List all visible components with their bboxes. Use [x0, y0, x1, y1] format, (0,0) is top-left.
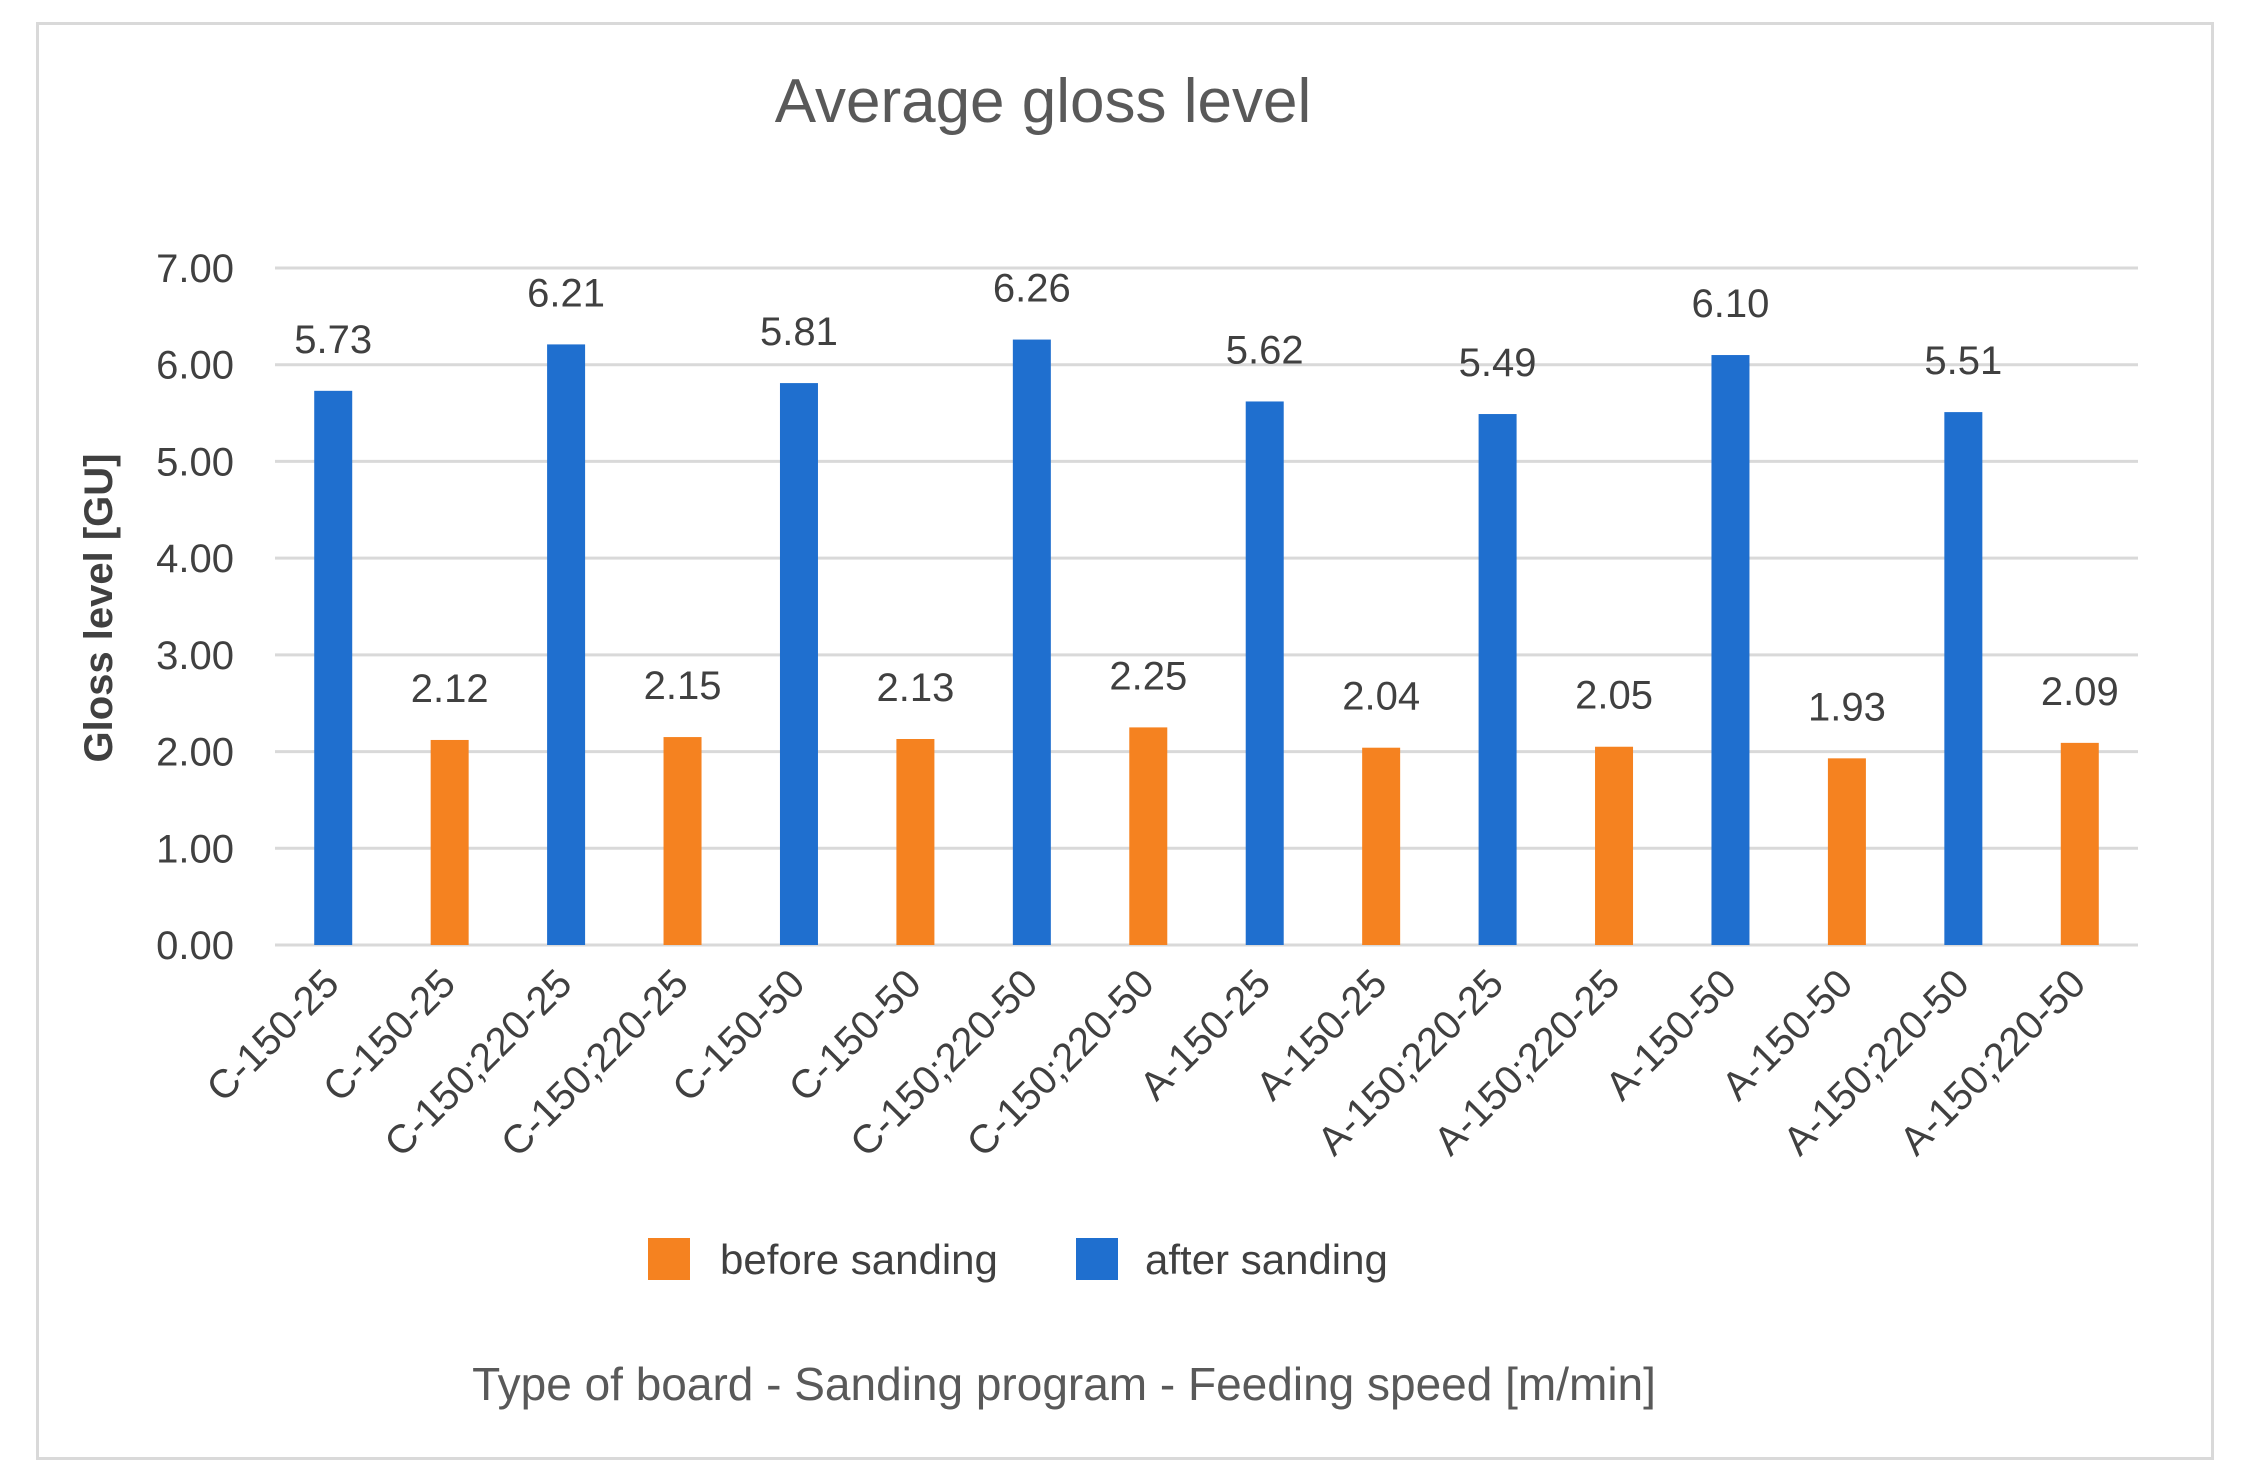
bar-before-13 [1827, 758, 1866, 945]
x-axis-ticks: C-150-25C-150-25C-150;220-25C-150;220-25… [199, 961, 2095, 1165]
chart-title: Average gloss level [775, 67, 1312, 136]
data-label-6: 6.26 [993, 267, 1071, 311]
y-axis-label: Gloss level [GU] [77, 454, 121, 763]
y-tick-label: 7.00 [156, 247, 234, 291]
legend-swatch-after-sanding [1076, 1238, 1118, 1280]
bar-after-2 [547, 344, 586, 945]
bar-after-0 [314, 390, 353, 945]
legend-label-after-sanding: after sanding [1145, 1236, 1388, 1283]
data-label-15: 2.09 [2041, 670, 2119, 714]
y-axis-ticks: 0.00 1.00 2.00 3.00 4.00 5.00 6.00 7.00 [156, 247, 234, 968]
bar-before-11 [1595, 746, 1634, 945]
data-label-0: 5.73 [294, 318, 372, 362]
legend-swatch-before-sanding [648, 1238, 690, 1280]
data-labels: 5.73 2.12 6.21 2.15 5.81 2.13 6.26 2.25 5.62 2.04… [294, 267, 2118, 730]
data-label-2: 6.21 [527, 271, 605, 315]
data-label-12: 6.10 [1692, 282, 1770, 326]
bar-before-7 [1129, 727, 1168, 945]
data-label-1: 2.12 [411, 667, 489, 711]
bar-before-15 [2060, 742, 2099, 945]
y-tick-label: 5.00 [156, 440, 234, 484]
data-label-10: 5.49 [1459, 341, 1537, 385]
bars [314, 339, 2099, 946]
y-tick-label: 3.00 [156, 634, 234, 678]
legend: before sanding after sanding [648, 1236, 1388, 1283]
bar-after-6 [1012, 339, 1051, 945]
y-tick-label: 0.00 [156, 924, 234, 968]
data-label-11: 2.05 [1575, 674, 1653, 718]
data-label-7: 2.25 [1109, 654, 1187, 698]
chart-frame [36, 22, 2214, 1460]
bar-after-4 [779, 383, 818, 946]
y-tick-label: 4.00 [156, 537, 234, 581]
y-tick-label: 6.00 [156, 344, 234, 388]
bar-after-12 [1711, 355, 1750, 945]
data-label-9: 2.04 [1342, 675, 1420, 719]
bar-before-5 [896, 738, 935, 945]
data-label-3: 2.15 [644, 664, 722, 708]
bar-after-8 [1245, 401, 1284, 946]
bar-before-9 [1362, 747, 1401, 945]
grid-lines [275, 266, 2138, 947]
y-tick-label: 1.00 [156, 827, 234, 871]
y-tick-label: 2.00 [156, 731, 234, 775]
bar-before-3 [663, 737, 702, 945]
data-label-4: 5.81 [760, 310, 838, 354]
data-label-14: 5.51 [1924, 339, 2002, 383]
bar-after-14 [1944, 412, 1983, 946]
bar-before-1 [430, 739, 469, 945]
data-label-13: 1.93 [1808, 685, 1886, 729]
data-label-5: 2.13 [876, 666, 954, 710]
data-label-8: 5.62 [1226, 328, 1304, 372]
legend-label-before-sanding: before sanding [720, 1236, 998, 1283]
bar-after-10 [1478, 414, 1517, 945]
x-axis-label: Type of board - Sanding program - Feedin… [472, 1358, 1656, 1410]
